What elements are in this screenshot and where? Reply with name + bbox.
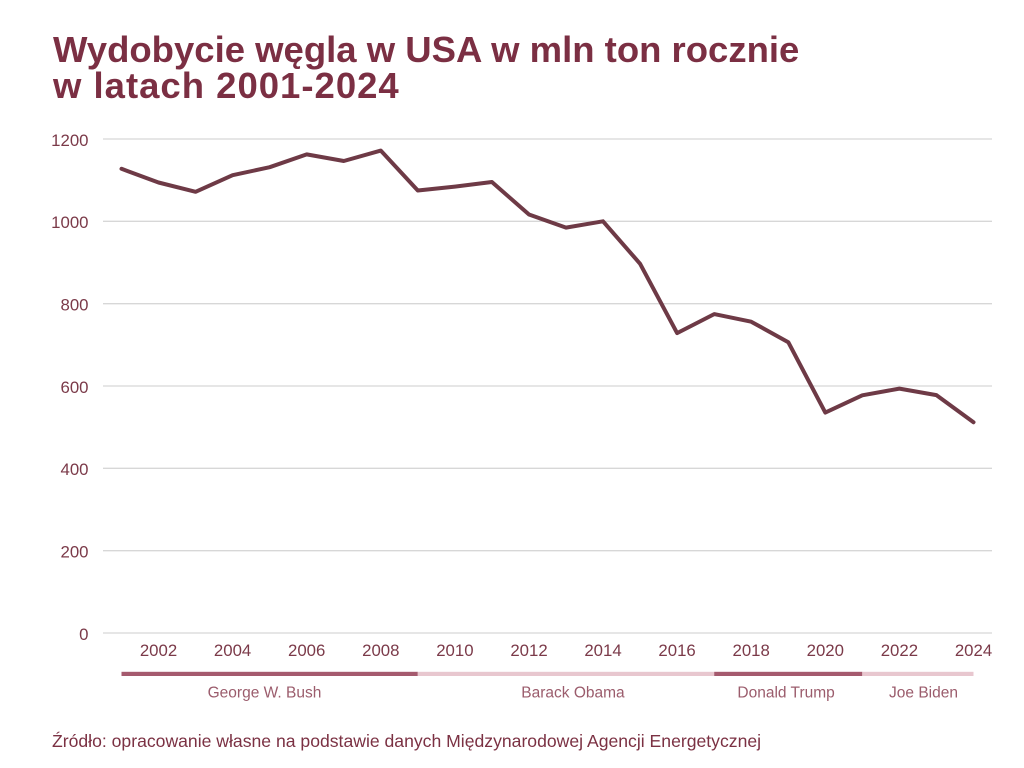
svg-text:Barack Obama: Barack Obama bbox=[521, 684, 625, 701]
svg-text:2008: 2008 bbox=[362, 641, 399, 660]
svg-text:2014: 2014 bbox=[584, 641, 621, 660]
svg-text:2002: 2002 bbox=[140, 641, 177, 660]
svg-text:2006: 2006 bbox=[288, 641, 325, 660]
svg-text:Donald Trump: Donald Trump bbox=[737, 684, 834, 701]
svg-text:1200: 1200 bbox=[51, 131, 88, 150]
svg-text:2016: 2016 bbox=[658, 641, 695, 660]
svg-text:2022: 2022 bbox=[881, 641, 918, 660]
svg-text:2010: 2010 bbox=[436, 641, 473, 660]
svg-text:2020: 2020 bbox=[807, 641, 844, 660]
svg-text:0: 0 bbox=[79, 625, 88, 644]
svg-text:1000: 1000 bbox=[51, 213, 88, 232]
svg-text:George W. Bush: George W. Bush bbox=[208, 684, 322, 701]
svg-text:800: 800 bbox=[61, 296, 89, 315]
svg-text:600: 600 bbox=[61, 378, 89, 397]
svg-text:2024: 2024 bbox=[955, 641, 992, 660]
svg-text:200: 200 bbox=[61, 543, 89, 562]
svg-text:Joe Biden: Joe Biden bbox=[889, 684, 958, 701]
svg-text:2012: 2012 bbox=[510, 641, 547, 660]
svg-text:2018: 2018 bbox=[733, 641, 770, 660]
svg-text:400: 400 bbox=[61, 460, 89, 479]
svg-text:2004: 2004 bbox=[214, 641, 251, 660]
